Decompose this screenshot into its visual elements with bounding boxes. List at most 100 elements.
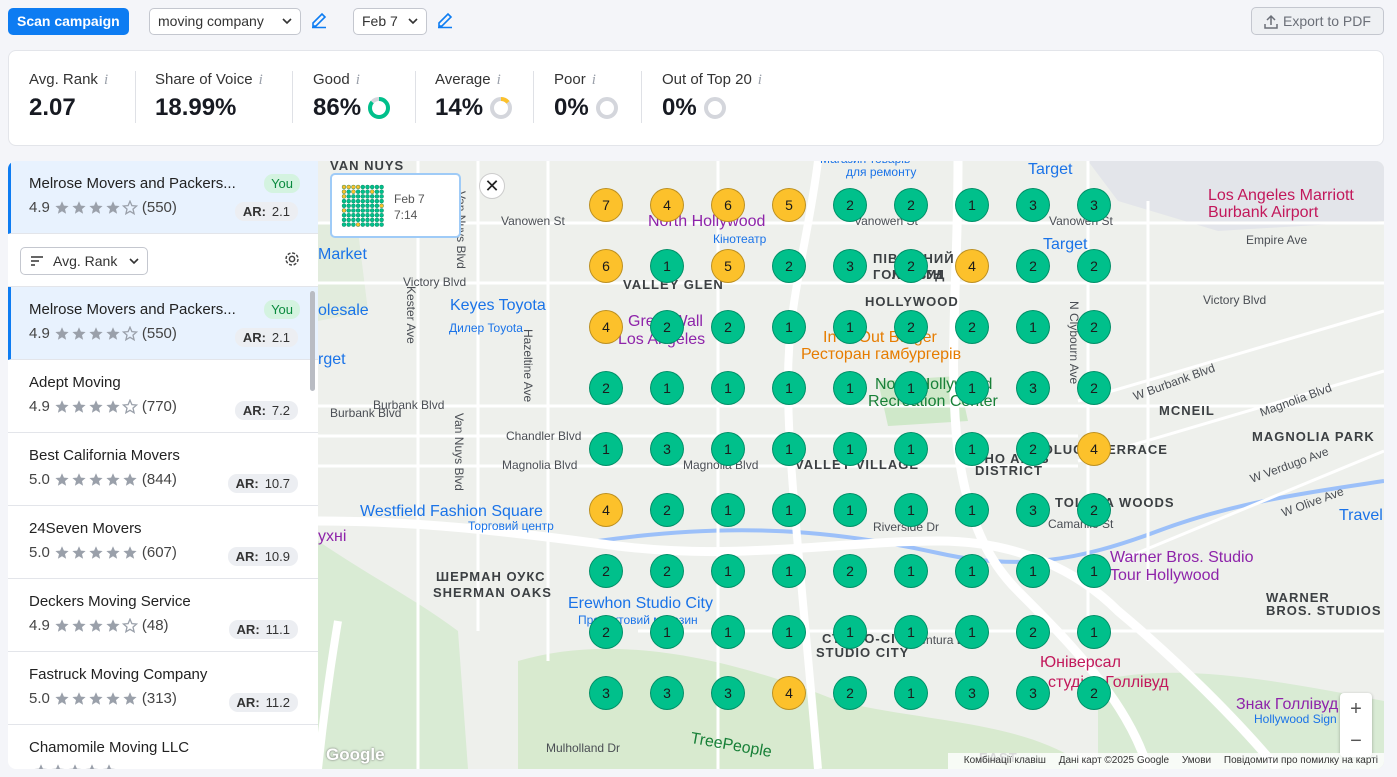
rank-marker[interactable]: 2 bbox=[650, 493, 684, 527]
info-icon[interactable]: i bbox=[355, 72, 360, 88]
rank-marker[interactable]: 1 bbox=[894, 493, 928, 527]
business-list-item[interactable]: Best California Movers 5.0 (844) AR: 10.7 bbox=[8, 433, 318, 506]
rank-marker[interactable]: 2 bbox=[589, 371, 623, 405]
rank-marker[interactable]: 1 bbox=[772, 432, 806, 466]
business-list-item[interactable]: Melrose Movers and Packers... 4.9 (550) You… bbox=[8, 287, 318, 360]
business-list-item[interactable]: Chamomile Moving LLC bbox=[8, 725, 318, 769]
rank-marker[interactable]: 2 bbox=[1077, 310, 1111, 344]
business-list-item[interactable]: Deckers Moving Service 4.9 (48) AR: 11.1 bbox=[8, 579, 318, 652]
rank-marker[interactable]: 2 bbox=[894, 310, 928, 344]
rank-marker[interactable]: 2 bbox=[650, 554, 684, 588]
info-icon[interactable]: i bbox=[591, 72, 596, 88]
close-icon[interactable]: ✕ bbox=[479, 173, 505, 199]
rank-marker[interactable]: 1 bbox=[772, 615, 806, 649]
rank-marker[interactable]: 1 bbox=[894, 554, 928, 588]
rank-marker[interactable]: 1 bbox=[772, 493, 806, 527]
info-icon[interactable]: i bbox=[258, 72, 263, 88]
rank-marker[interactable]: 1 bbox=[955, 188, 989, 222]
rank-marker[interactable]: 3 bbox=[833, 249, 867, 283]
gear-icon[interactable] bbox=[283, 250, 301, 268]
business-list-item[interactable]: 24Seven Movers 5.0 (607) AR: 10.9 bbox=[8, 506, 318, 579]
scan-campaign-button[interactable]: Scan campaign bbox=[8, 8, 129, 35]
rank-marker[interactable]: 1 bbox=[1077, 554, 1111, 588]
rank-marker[interactable]: 1 bbox=[1016, 310, 1050, 344]
rank-marker[interactable]: 1 bbox=[955, 615, 989, 649]
rank-marker[interactable]: 5 bbox=[711, 249, 745, 283]
rank-marker[interactable]: 2 bbox=[833, 554, 867, 588]
rank-marker[interactable]: 3 bbox=[955, 676, 989, 710]
rank-marker[interactable]: 1 bbox=[894, 432, 928, 466]
rank-marker[interactable]: 1 bbox=[772, 371, 806, 405]
rank-marker[interactable]: 7 bbox=[589, 188, 623, 222]
rank-marker[interactable]: 3 bbox=[1077, 188, 1111, 222]
info-icon[interactable]: i bbox=[757, 72, 762, 88]
rank-marker[interactable]: 4 bbox=[589, 493, 623, 527]
rank-marker[interactable]: 4 bbox=[772, 676, 806, 710]
rank-marker[interactable]: 1 bbox=[833, 493, 867, 527]
business-list-item[interactable]: Adept Moving 4.9 (770) AR: 7.2 bbox=[8, 360, 318, 433]
rank-marker[interactable]: 2 bbox=[1016, 615, 1050, 649]
rank-marker[interactable]: 4 bbox=[589, 310, 623, 344]
edit-keyword-icon[interactable] bbox=[310, 11, 328, 29]
rank-marker[interactable]: 3 bbox=[1016, 188, 1050, 222]
report-error-link[interactable]: Повідомити про помилку на карті bbox=[1223, 755, 1378, 766]
rank-marker[interactable]: 3 bbox=[1016, 676, 1050, 710]
rank-marker[interactable]: 3 bbox=[650, 432, 684, 466]
rank-marker[interactable]: 3 bbox=[711, 676, 745, 710]
rank-marker[interactable]: 1 bbox=[955, 493, 989, 527]
keyboard-shortcuts-link[interactable]: Комбінації клавіш bbox=[963, 755, 1046, 766]
edit-date-icon[interactable] bbox=[436, 11, 454, 29]
rank-marker[interactable]: 1 bbox=[1077, 615, 1111, 649]
rank-marker[interactable]: 1 bbox=[589, 432, 623, 466]
rank-marker[interactable]: 2 bbox=[650, 310, 684, 344]
rank-marker[interactable]: 2 bbox=[711, 310, 745, 344]
date-select[interactable]: Feb 7 bbox=[353, 8, 427, 35]
rank-marker[interactable]: 1 bbox=[772, 554, 806, 588]
rank-marker[interactable]: 2 bbox=[772, 249, 806, 283]
rank-marker[interactable]: 1 bbox=[833, 615, 867, 649]
rank-marker[interactable]: 1 bbox=[955, 554, 989, 588]
rank-marker[interactable]: 1 bbox=[650, 249, 684, 283]
rank-marker[interactable]: 1 bbox=[955, 432, 989, 466]
rank-marker[interactable]: 2 bbox=[1016, 249, 1050, 283]
rank-marker[interactable]: 3 bbox=[1016, 371, 1050, 405]
rank-marker[interactable]: 2 bbox=[955, 310, 989, 344]
rank-marker[interactable]: 1 bbox=[650, 371, 684, 405]
rank-marker[interactable]: 4 bbox=[650, 188, 684, 222]
rank-marker[interactable]: 2 bbox=[1077, 249, 1111, 283]
rank-marker[interactable]: 2 bbox=[1016, 432, 1050, 466]
rank-marker[interactable]: 2 bbox=[833, 188, 867, 222]
rank-marker[interactable]: 1 bbox=[1016, 554, 1050, 588]
rank-marker[interactable]: 1 bbox=[711, 554, 745, 588]
rank-marker[interactable]: 1 bbox=[772, 310, 806, 344]
rank-marker[interactable]: 1 bbox=[894, 615, 928, 649]
rank-marker[interactable]: 5 bbox=[772, 188, 806, 222]
pinned-business[interactable]: Melrose Movers and Packers... 4.9 (550) … bbox=[8, 161, 318, 234]
zoom-out-button[interactable]: − bbox=[1350, 730, 1362, 752]
rank-marker[interactable]: 1 bbox=[955, 371, 989, 405]
rank-marker[interactable]: 6 bbox=[711, 188, 745, 222]
keyword-select[interactable]: moving company bbox=[149, 8, 301, 35]
rank-marker[interactable]: 3 bbox=[1016, 493, 1050, 527]
rank-marker[interactable]: 1 bbox=[833, 371, 867, 405]
rank-marker[interactable]: 1 bbox=[711, 371, 745, 405]
rank-marker[interactable]: 1 bbox=[711, 493, 745, 527]
rank-marker[interactable]: 2 bbox=[1077, 371, 1111, 405]
rank-marker[interactable]: 1 bbox=[894, 676, 928, 710]
rank-marker[interactable]: 2 bbox=[894, 188, 928, 222]
rank-marker[interactable]: 2 bbox=[1077, 493, 1111, 527]
rank-marker[interactable]: 1 bbox=[711, 432, 745, 466]
rank-marker[interactable]: 3 bbox=[589, 676, 623, 710]
rank-marker[interactable]: 4 bbox=[1077, 432, 1111, 466]
sidebar-scrollbar[interactable] bbox=[310, 291, 315, 391]
rank-marker[interactable]: 1 bbox=[833, 310, 867, 344]
rank-marker[interactable]: 1 bbox=[711, 615, 745, 649]
rank-marker[interactable]: 1 bbox=[650, 615, 684, 649]
rank-marker[interactable]: 2 bbox=[1077, 676, 1111, 710]
export-pdf-button[interactable]: Export to PDF bbox=[1251, 7, 1384, 35]
terms-link[interactable]: Умови bbox=[1181, 755, 1212, 766]
info-icon[interactable]: i bbox=[496, 72, 501, 88]
rank-marker[interactable]: 4 bbox=[955, 249, 989, 283]
rank-marker[interactable]: 2 bbox=[833, 676, 867, 710]
sort-select[interactable]: Avg. Rank bbox=[20, 247, 148, 275]
